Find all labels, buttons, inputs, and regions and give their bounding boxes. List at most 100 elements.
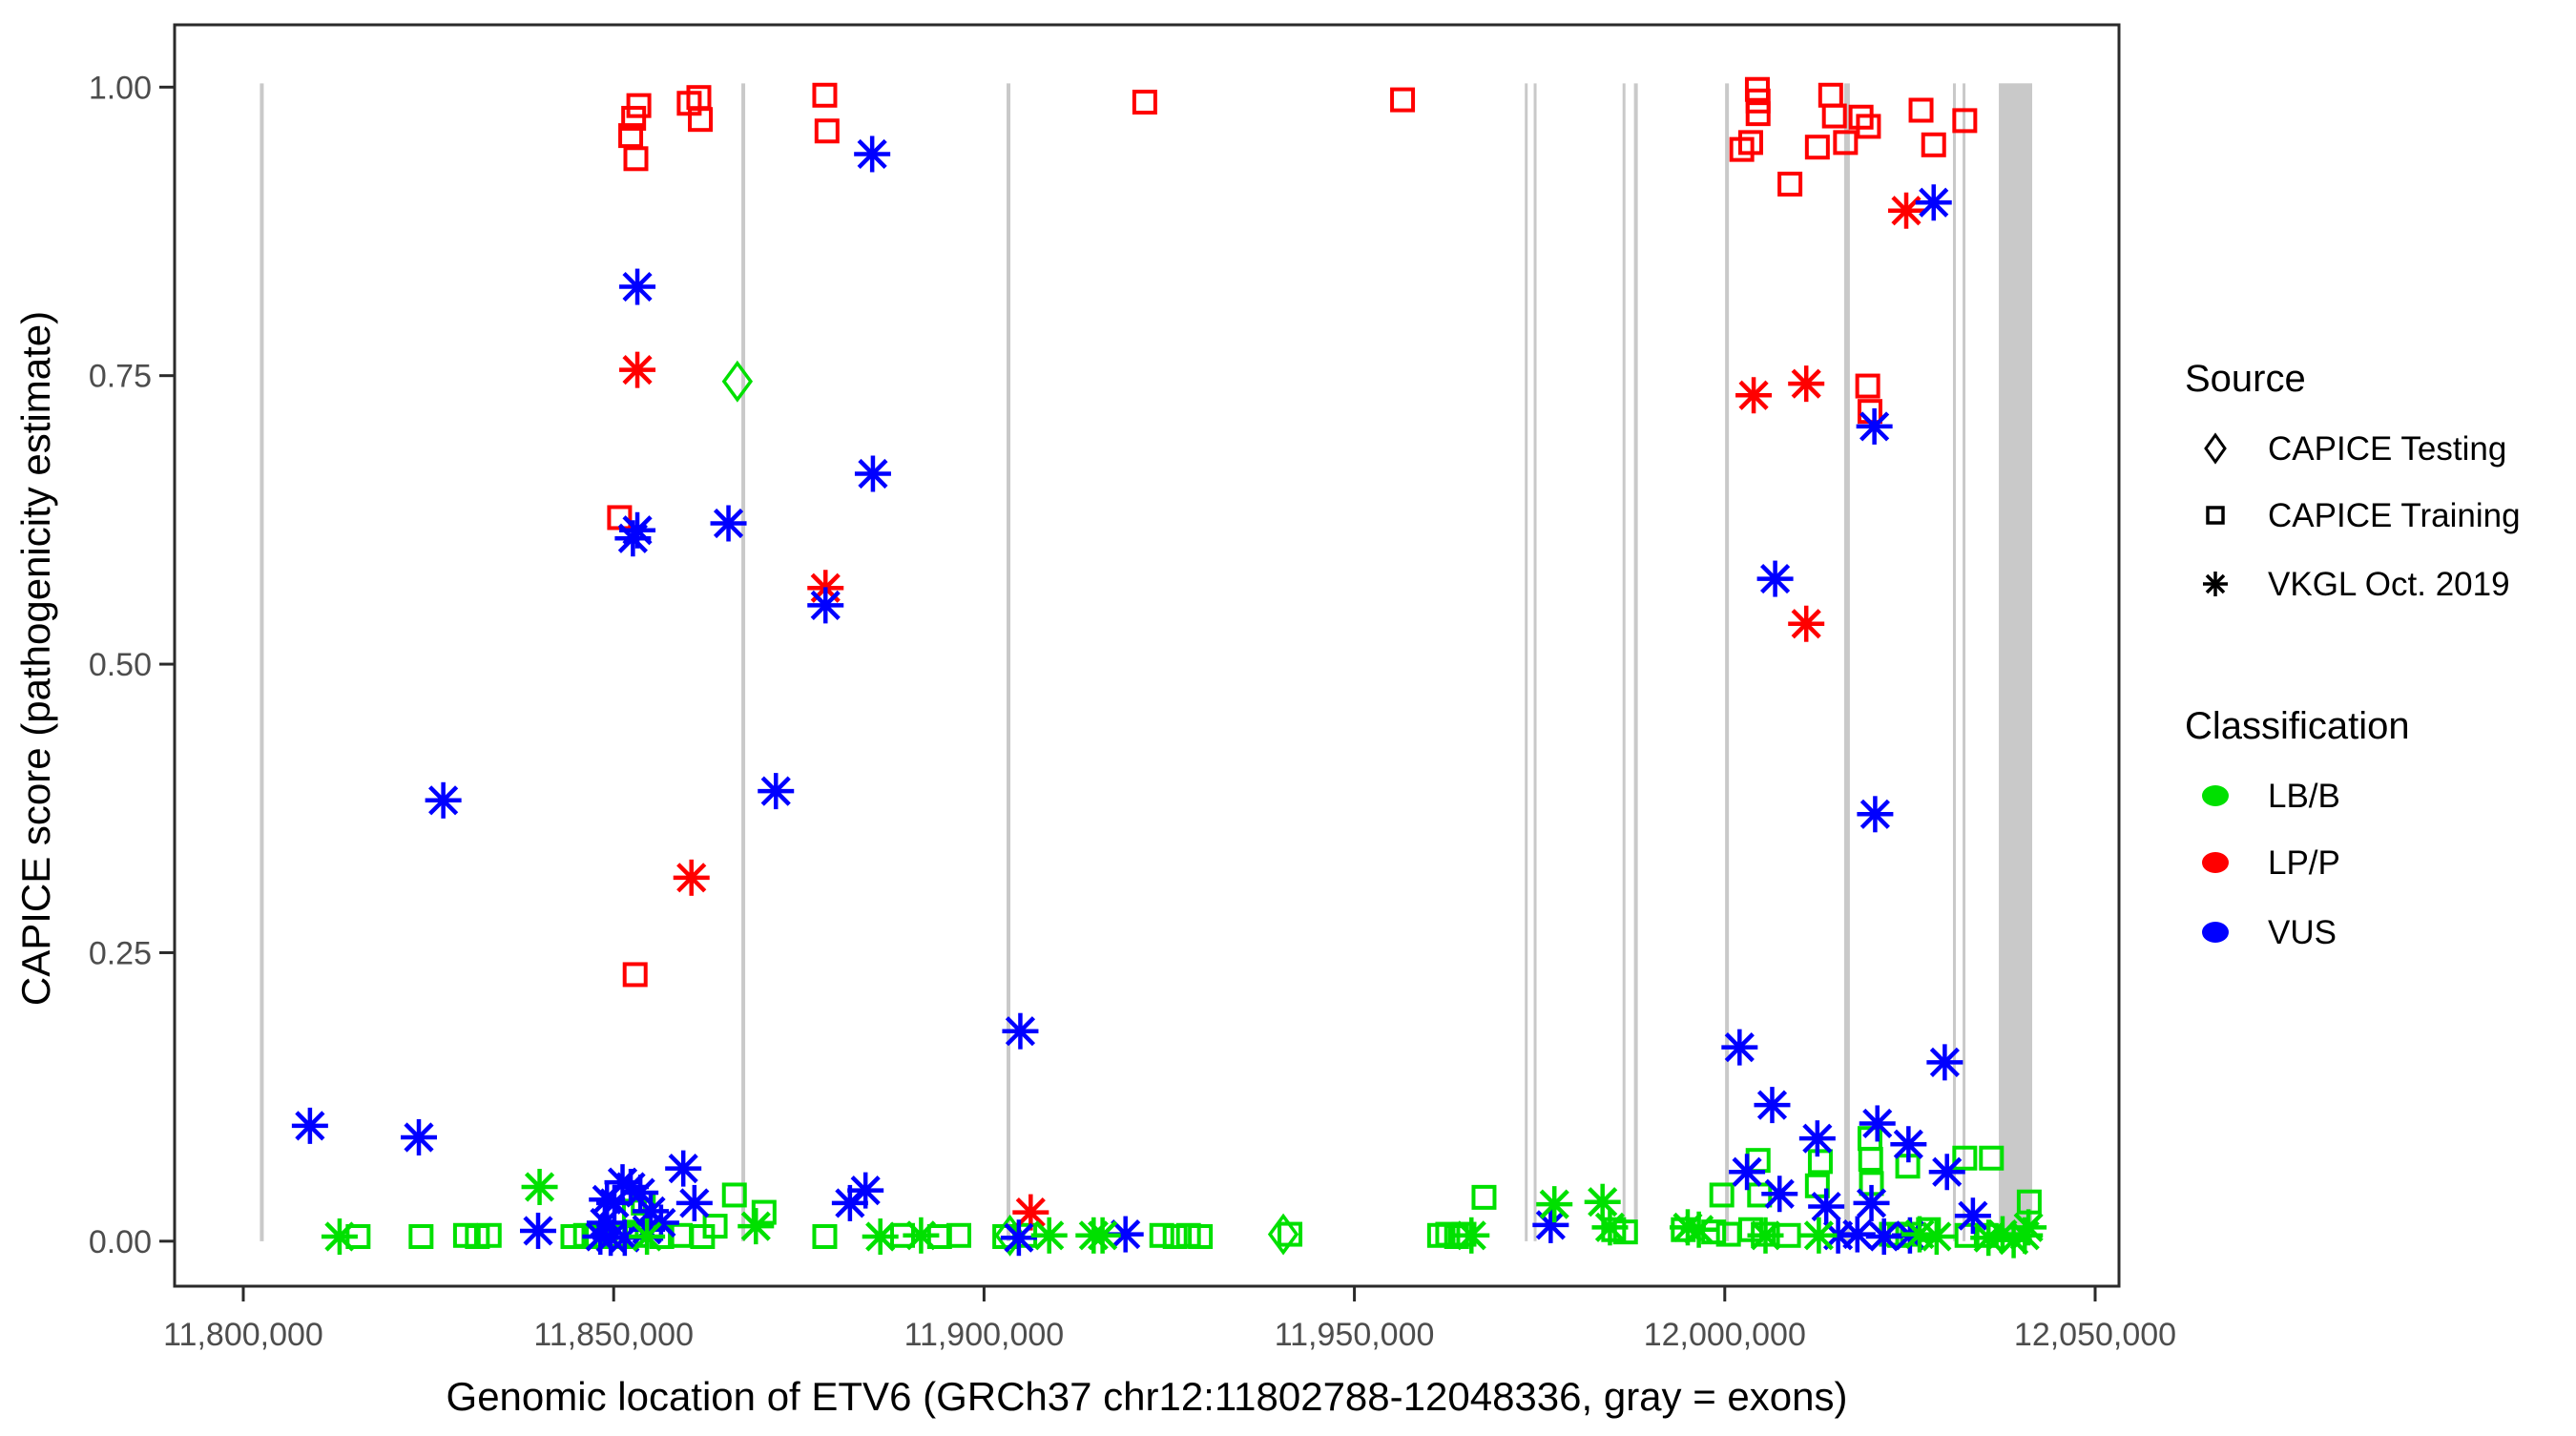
data-point-square xyxy=(1818,82,1843,108)
data-point-asterisk xyxy=(1536,1186,1573,1223)
legend-item-vus: VUS xyxy=(2202,914,2337,951)
data-point-asterisk xyxy=(1680,1211,1717,1248)
y-tick-label: 1.00 xyxy=(89,70,152,106)
x-tick-label: 11,850,000 xyxy=(533,1317,694,1353)
data-point-asterisk xyxy=(1839,1216,1876,1253)
data-point-asterisk xyxy=(619,268,656,305)
y-axis-title: CAPICE score (pathogenicity estimate) xyxy=(13,311,58,1006)
legend-item-square: CAPICE Training xyxy=(2206,497,2521,534)
data-point-asterisk xyxy=(1853,1184,1890,1221)
data-point-square xyxy=(618,123,644,149)
axis-layer: 11,800,000 11,850,000 11,900,000 11,950,000… xyxy=(89,70,2176,1353)
data-point-square xyxy=(1921,132,1946,157)
data-point-square xyxy=(1807,1149,1833,1175)
data-point-square xyxy=(1952,108,1978,134)
data-point-square xyxy=(1777,171,1803,197)
data-point-asterisk xyxy=(1954,1197,1991,1235)
data-point-square xyxy=(1804,135,1830,160)
data-point-square xyxy=(1833,130,1859,156)
data-point-layer xyxy=(291,76,2047,1259)
data-point-asterisk xyxy=(1000,1219,1037,1257)
data-point-asterisk xyxy=(1856,407,1893,445)
data-point-square xyxy=(1390,87,1416,113)
data-point-asterisk xyxy=(1591,1209,1629,1246)
data-point-square xyxy=(607,505,633,531)
data-point-square xyxy=(1278,1221,1303,1247)
data-point-square xyxy=(1908,97,1934,123)
data-point-asterisk xyxy=(629,1217,666,1255)
panel-border-layer xyxy=(173,23,2121,1288)
data-point-asterisk xyxy=(1788,605,1825,642)
y-tick-label: 0.75 xyxy=(89,359,152,395)
data-point-asterisk xyxy=(903,1217,940,1254)
data-point-asterisk xyxy=(1735,377,1773,414)
data-point-asterisk xyxy=(673,859,710,896)
data-point-square xyxy=(1709,1182,1735,1208)
data-point-asterisk xyxy=(2010,1209,2047,1246)
data-point-diamond xyxy=(721,360,754,403)
data-point-asterisk xyxy=(1915,184,1952,221)
data-point-square xyxy=(1471,1184,1497,1210)
data-point-asterisk xyxy=(1084,1217,1121,1254)
x-tick-label: 11,800,000 xyxy=(163,1317,323,1353)
data-point-asterisk xyxy=(622,1175,659,1212)
data-point-asterisk xyxy=(1859,1105,1896,1142)
data-point-square xyxy=(476,1222,502,1248)
data-point-asterisk xyxy=(1721,1029,1758,1066)
data-point-square xyxy=(812,1223,838,1249)
data-point-square xyxy=(1855,373,1880,399)
legend-classification-label: LB/B xyxy=(2268,778,2340,815)
data-point-asterisk xyxy=(1584,1183,1621,1220)
y-tick-label: 0.50 xyxy=(89,647,152,683)
data-point-square xyxy=(1821,103,1847,129)
data-point-square xyxy=(560,1223,586,1249)
x-tick-label: 12,000,000 xyxy=(1644,1317,1806,1353)
exon-annotation-layer xyxy=(260,83,2032,1241)
data-point-asterisk xyxy=(862,1217,899,1255)
data-point-asterisk xyxy=(1788,365,1825,403)
data-point-asterisk xyxy=(619,511,656,549)
x-axis-title: Genomic location of ETV6 (GRCh37 chr12:1… xyxy=(447,1374,1848,1419)
legend-source-title: Source xyxy=(2185,358,2306,400)
data-point-asterisk xyxy=(1926,1044,1963,1081)
x-tick-label: 11,950,000 xyxy=(1275,1317,1435,1353)
data-point-asterisk xyxy=(854,135,891,173)
data-point-asterisk xyxy=(1857,796,1894,833)
data-point-square xyxy=(688,107,714,133)
data-point-asterisk xyxy=(291,1107,328,1144)
y-tick-label: 0.00 xyxy=(89,1224,152,1260)
legend-item-asterisk: VKGL Oct. 2019 xyxy=(2203,566,2510,603)
data-point-square xyxy=(1857,399,1882,425)
data-point-square xyxy=(751,1199,777,1225)
data-point-asterisk xyxy=(1453,1217,1490,1254)
data-point-asterisk xyxy=(665,1150,702,1187)
data-point-square xyxy=(622,962,648,988)
legend-classification-label: LP/P xyxy=(2268,844,2340,882)
data-point-square xyxy=(946,1222,972,1248)
data-point-asterisk xyxy=(847,1172,884,1209)
data-point-asterisk xyxy=(425,781,462,819)
data-point-square xyxy=(1188,1223,1214,1249)
data-point-asterisk xyxy=(758,773,795,810)
data-point-asterisk xyxy=(521,1168,558,1205)
legend-source-label: CAPICE Training xyxy=(2268,497,2521,534)
data-point-square xyxy=(1858,1146,1883,1172)
data-point-square xyxy=(1856,114,1881,139)
data-point-asterisk xyxy=(675,1184,713,1221)
data-point-asterisk xyxy=(1729,1154,1766,1191)
data-point-asterisk xyxy=(1888,192,1925,229)
data-point-square xyxy=(1132,90,1157,115)
data-point-square xyxy=(1149,1222,1174,1248)
data-point-asterisk xyxy=(520,1212,557,1249)
legend-item-lpp: LP/P xyxy=(2202,844,2340,882)
data-point-square xyxy=(1745,88,1771,114)
legend-source-label: VKGL Oct. 2019 xyxy=(2268,566,2510,603)
data-point-asterisk xyxy=(1918,1217,1955,1255)
data-point-asterisk xyxy=(1928,1154,1965,1191)
data-point-asterisk xyxy=(807,587,844,624)
data-point-square xyxy=(1979,1145,2005,1171)
data-point-asterisk xyxy=(737,1208,775,1245)
data-point-square xyxy=(621,105,647,131)
